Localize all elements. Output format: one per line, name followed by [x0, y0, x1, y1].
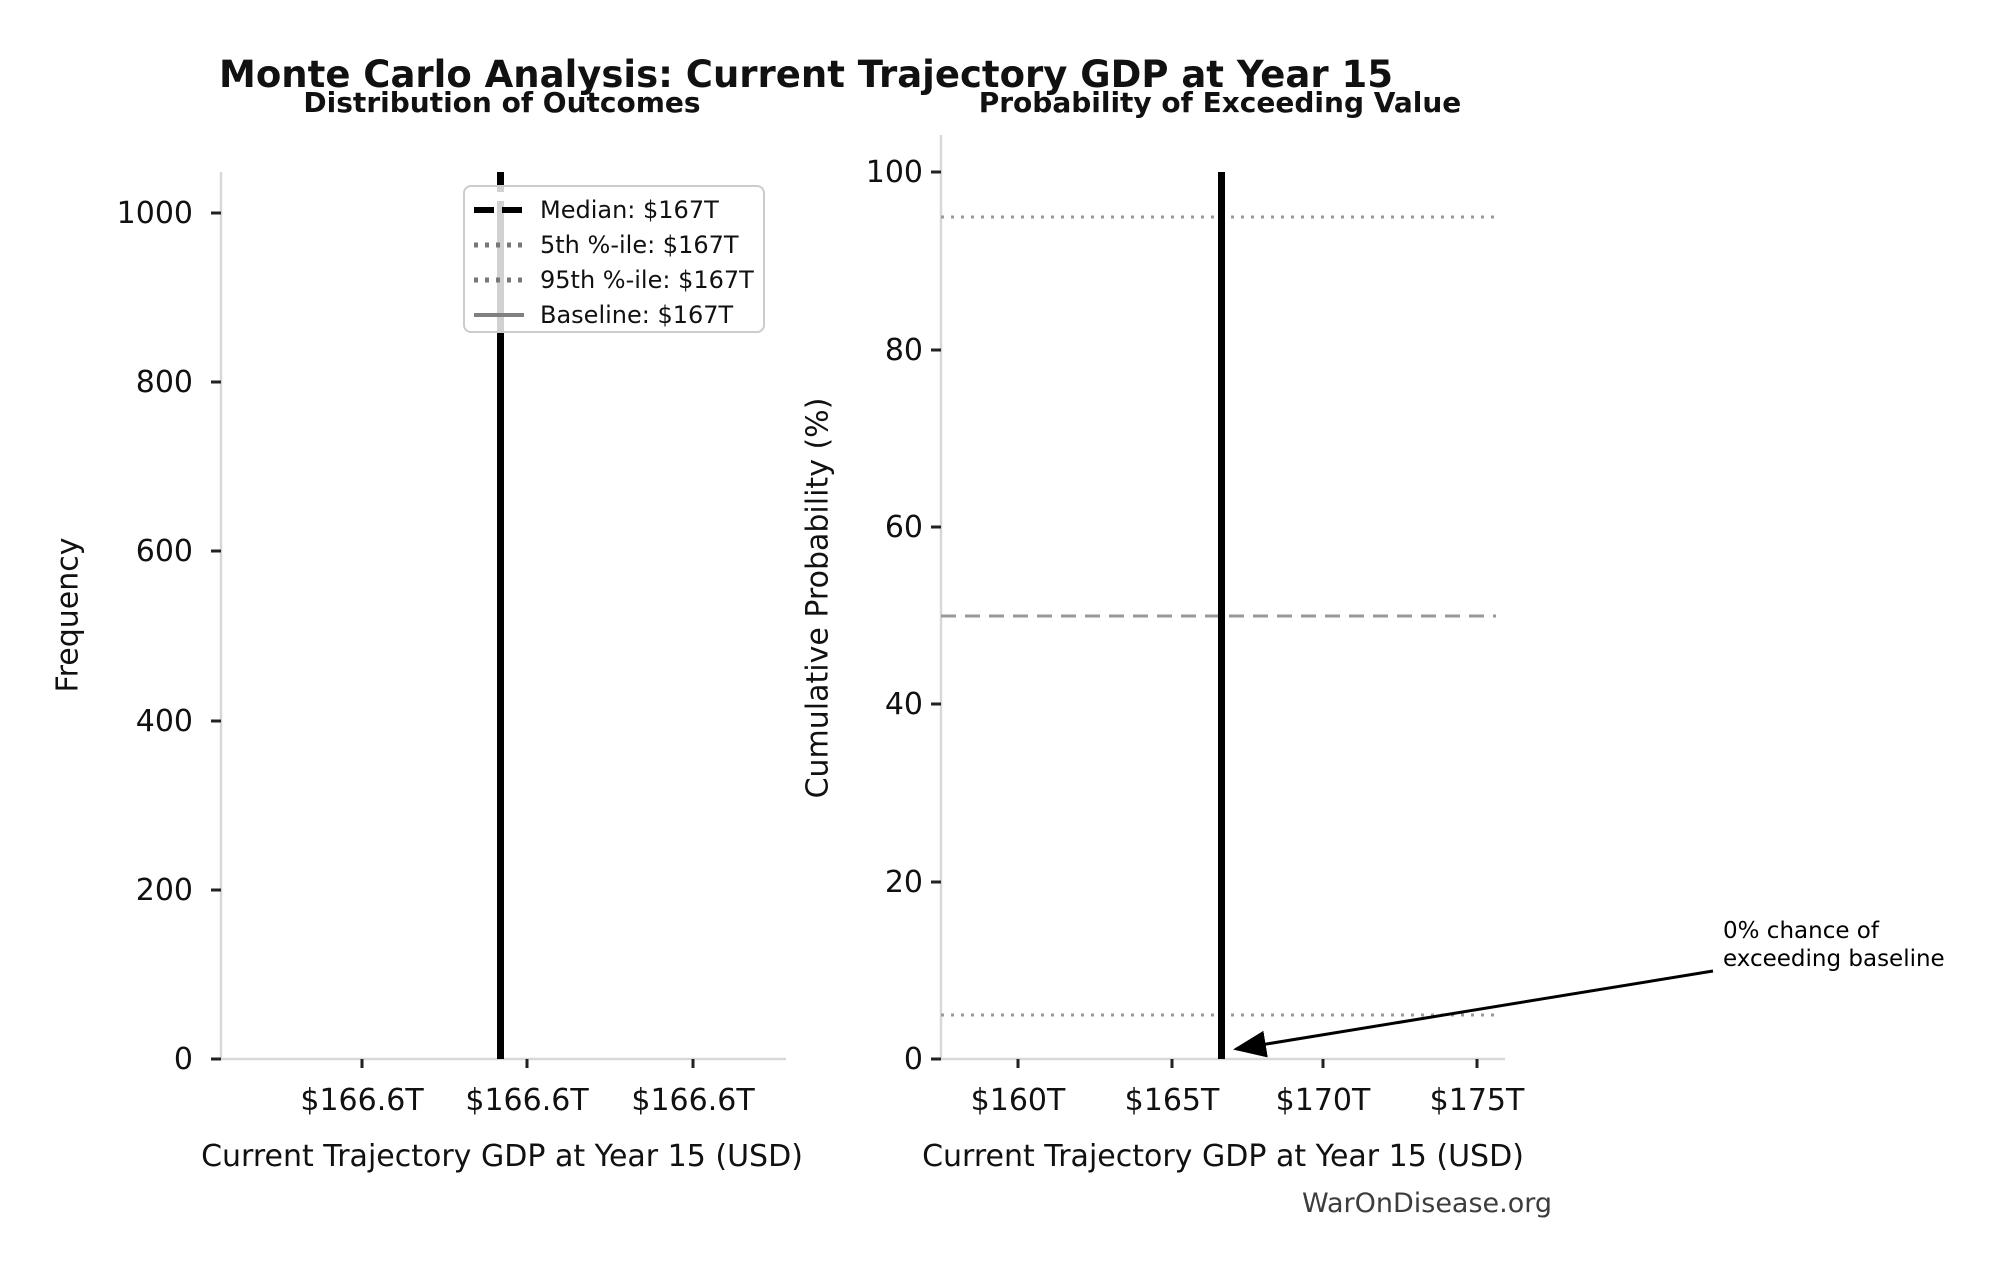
left-ytick-600: 600 — [135, 534, 193, 569]
legend-label-baseline: Baseline: $167T — [540, 300, 734, 329]
left-ytick-400: 400 — [135, 704, 193, 739]
left-ytick-0: 0 — [173, 1042, 193, 1077]
right-xtick-160: $160T — [970, 1083, 1066, 1118]
legend: Median: $167T 5th %-ile: $167T 95th %-il… — [463, 185, 765, 333]
left-x-axis-label: Current Trajectory GDP at Year 15 (USD) — [201, 1139, 803, 1174]
histogram-bar — [497, 213, 504, 1059]
left-ytick-1000: 1000 — [116, 196, 193, 231]
right-ytick-0: 0 — [903, 1042, 923, 1077]
legend-item-5th-percentile: 5th %-ile: $167T — [474, 227, 763, 262]
right-chart-title: Probability of Exceeding Value — [978, 86, 1462, 119]
right-xtick-170: $170T — [1275, 1083, 1371, 1118]
watermark: WarOnDisease.org — [1301, 1188, 1553, 1219]
left-ytick-800: 800 — [135, 365, 193, 400]
left-chart-title: Distribution of Outcomes — [303, 86, 701, 119]
legend-item-median: Median: $167T — [474, 192, 763, 227]
legend-label-median: Median: $167T — [540, 195, 719, 224]
left-plot-ytick-marks — [211, 211, 221, 1061]
right-ytick-60: 60 — [884, 510, 923, 545]
annotation-arrow — [1233, 969, 1714, 1058]
legend-item-95th-percentile: 95th %-ile: $167T — [474, 262, 763, 297]
legend-label-95th-percentile: 95th %-ile: $167T — [540, 265, 754, 294]
left-xtick-1: $166.6T — [300, 1083, 424, 1118]
right-plot-xtick-marks — [1016, 1059, 1479, 1068]
right-y-axis-label: Cumulative Probability (%) — [800, 397, 836, 799]
solid-gray-line-icon — [474, 312, 524, 317]
left-plot-xtick-marks — [360, 1059, 695, 1068]
right-ytick-100: 100 — [865, 155, 923, 190]
right-xtick-165: $165T — [1124, 1083, 1220, 1118]
dotted-line-icon — [474, 277, 524, 282]
median-dashed-line-icon — [474, 206, 524, 213]
right-ytick-80: 80 — [884, 333, 923, 368]
right-plot-ytick-marks — [931, 170, 941, 1061]
legend-item-baseline: Baseline: $167T — [474, 297, 763, 332]
left-ytick-200: 200 — [135, 873, 193, 908]
dotted-line-icon — [474, 242, 524, 247]
legend-label-5th-percentile: 5th %-ile: $167T — [540, 230, 739, 259]
left-xtick-3: $166.6T — [631, 1083, 755, 1118]
right-ytick-20: 20 — [884, 865, 923, 900]
annotation-text: 0% chance of exceeding baseline — [1723, 918, 1945, 972]
right-xtick-175: $175T — [1429, 1083, 1525, 1118]
left-xtick-2: $166.6T — [465, 1083, 589, 1118]
right-ytick-40: 40 — [884, 687, 923, 722]
right-x-axis-label: Current Trajectory GDP at Year 15 (USD) — [922, 1139, 1524, 1174]
figure-title: Monte Carlo Analysis: Current Trajectory… — [219, 53, 1393, 96]
